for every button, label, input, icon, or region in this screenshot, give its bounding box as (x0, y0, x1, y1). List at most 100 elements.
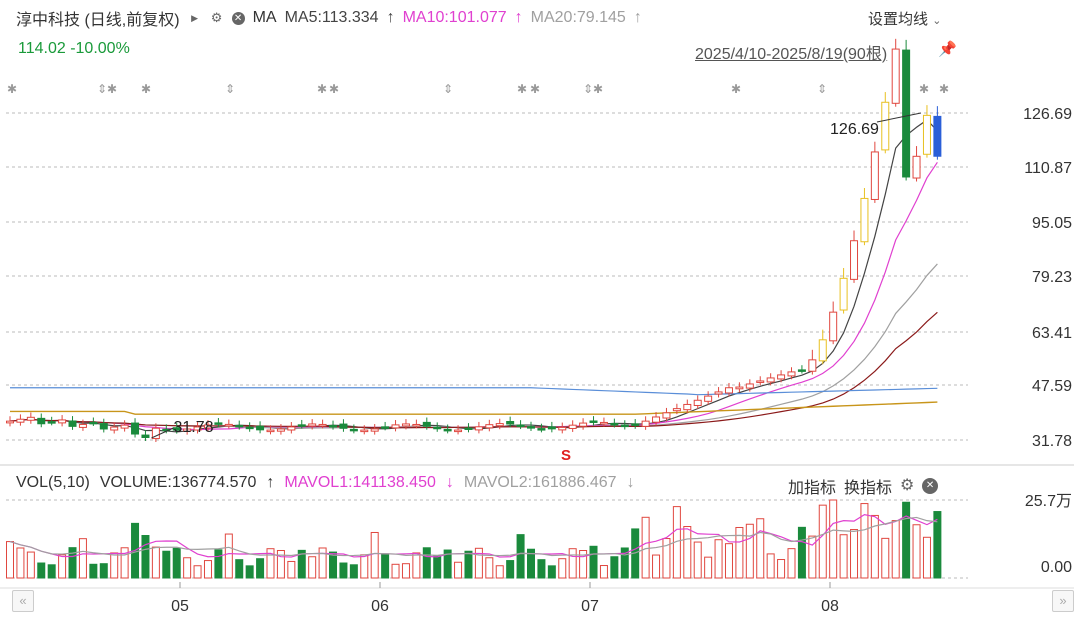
scroll-left-button[interactable]: « (12, 590, 34, 612)
event-marker-icon: ✱ (593, 82, 603, 96)
gear-icon[interactable]: ⚙ (900, 477, 915, 494)
candle-body (818, 339, 827, 362)
volume-bar (433, 555, 442, 579)
ma5-value: MA5:113.334 (284, 9, 379, 26)
price-tick-label: 79.23 (1032, 269, 1072, 286)
candle (68, 416, 77, 430)
candle-body (235, 424, 244, 428)
volume-bar (787, 548, 796, 579)
candle (839, 267, 848, 314)
candle-body (16, 418, 25, 423)
candle-body (704, 395, 713, 402)
ma-settings-button[interactable]: 设置均线 ⌄ (868, 8, 941, 29)
volume-bar (537, 559, 546, 579)
candle (735, 382, 744, 393)
triangle-right-icon[interactable]: ▶ (191, 13, 199, 23)
candle-body (777, 374, 786, 380)
candle-body (443, 428, 452, 432)
candle (933, 106, 942, 160)
volume-bar (381, 553, 390, 579)
candle-body (78, 423, 87, 428)
volume-bar (620, 547, 629, 579)
volume-bar (141, 535, 150, 579)
volume-bar (777, 559, 786, 579)
volume-bar (516, 534, 525, 579)
candle (110, 422, 119, 434)
price-tick-label: 47.59 (1032, 378, 1072, 395)
candle (214, 418, 223, 428)
candle-body (662, 412, 671, 419)
volume-bar (203, 560, 212, 579)
volume-bar (933, 511, 942, 579)
candle-body (68, 420, 77, 427)
x-tick-label: 07 (581, 598, 599, 615)
event-marker-icon: ⇕ (97, 82, 107, 96)
candle-body (224, 423, 233, 427)
candle (256, 421, 265, 434)
candle-body (401, 423, 410, 427)
gear-icon[interactable]: ⚙ (210, 10, 223, 25)
candle-body (714, 391, 723, 395)
candle (37, 413, 46, 428)
volume-bar (818, 504, 827, 579)
add-indicator-button[interactable]: 加指标 (788, 480, 837, 497)
candle (714, 387, 723, 398)
candle (89, 417, 98, 427)
candle-body (308, 423, 317, 427)
volume-bar (683, 526, 692, 579)
mavol1-line (9, 513, 938, 558)
candle (672, 403, 681, 415)
candle (881, 92, 890, 154)
vol-label: VOL(5,10) (16, 474, 90, 491)
scroll-right-button[interactable]: » (1052, 590, 1074, 612)
volume-bar (579, 550, 588, 579)
candle (141, 430, 150, 441)
volume-bar (797, 526, 806, 579)
candle (902, 39, 911, 181)
price-tick-label: 63.41 (1032, 325, 1072, 342)
volume-value: VOLUME:136774.570 (99, 474, 257, 491)
volume-bar (297, 549, 306, 579)
close-icon[interactable]: ✕ (231, 11, 245, 25)
candle (777, 370, 786, 383)
volume-bar (162, 550, 171, 579)
candle (808, 349, 817, 375)
volume-bar (99, 563, 108, 579)
candle (349, 424, 358, 434)
arrow-up-icon: ↑ (514, 9, 523, 26)
candle-body (99, 423, 108, 430)
event-marker-icon: ⇕ (583, 82, 593, 96)
candle-body (6, 420, 14, 424)
candle-body (808, 359, 817, 372)
volume-bar (193, 565, 202, 579)
candle (860, 187, 869, 246)
event-markers: ✱ ⇕ ✱ ✱ ⇕ ✱ ✱ ⇕ ✱ ✱ ⇕ ✱ ✱ ⇕ ✱ ✱ (7, 82, 949, 96)
candle (276, 424, 285, 435)
volume-chart: 25.7万 0.00 (6, 493, 1072, 579)
volume-bar (506, 560, 515, 579)
candle-body (672, 408, 681, 412)
candle (151, 423, 160, 443)
close-icon[interactable]: ✕ (922, 478, 939, 494)
ma30-line (9, 311, 938, 429)
date-range[interactable]: 2025/4/10-2025/8/19(90根) (695, 46, 888, 63)
switch-indicator-button[interactable]: 换指标 (844, 480, 893, 497)
volume-bar (443, 549, 452, 579)
candle-body (120, 424, 129, 429)
candle (401, 419, 410, 430)
candle (245, 422, 254, 432)
arrow-down-icon: ↓ (626, 474, 635, 491)
price-change: 114.02 -10.00% (18, 40, 130, 57)
candle-body (214, 422, 223, 425)
pin-icon[interactable]: 📌 (938, 41, 957, 58)
low-arrow (151, 427, 174, 439)
ma10-value: MA10:101.077 (402, 9, 507, 26)
candle (641, 416, 650, 430)
event-marker-icon: ✱ (939, 82, 949, 96)
volume-bar (308, 556, 317, 579)
candle (433, 422, 442, 432)
volume-bar (16, 547, 25, 579)
candle (203, 420, 212, 432)
candle-body (495, 423, 504, 427)
